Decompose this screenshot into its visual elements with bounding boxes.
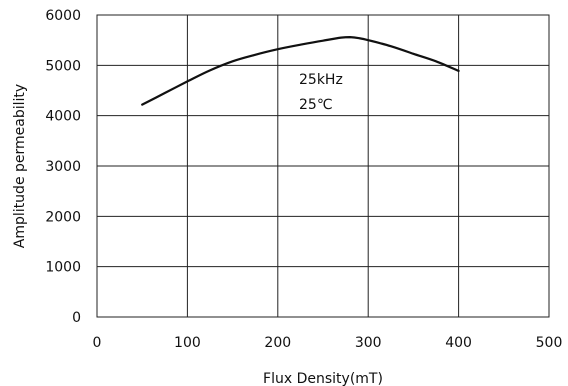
x-tick-labels: 0 100 200 300 400 500: [93, 335, 563, 351]
x-tick-label: 0: [93, 335, 102, 351]
grid-lines: [96, 14, 550, 318]
y-tick-label: 0: [72, 310, 81, 326]
y-tick-label: 4000: [45, 109, 81, 125]
plot-frame: [96, 14, 550, 318]
x-tick-label: 200: [264, 335, 291, 351]
annotation-frequency: 25kHz: [299, 72, 343, 88]
x-tick-label: 100: [174, 335, 201, 351]
annotation-temperature: 25℃: [299, 97, 333, 113]
x-tick-label: 400: [445, 335, 472, 351]
y-axis-label: Amplitude permeability: [12, 84, 28, 248]
y-tick-labels: 0 1000 2000 3000 4000 5000 6000: [45, 8, 81, 326]
y-tick-label: 6000: [45, 8, 81, 24]
y-tick-label: 5000: [45, 58, 81, 74]
y-tick-label: 3000: [45, 159, 81, 175]
x-axis-label: Flux Density(mT): [263, 371, 383, 386]
x-tick-label: 300: [355, 335, 382, 351]
x-tick-label: 500: [536, 335, 563, 351]
y-tick-label: 1000: [45, 260, 81, 276]
series-line: [141, 36, 460, 106]
y-tick-label: 2000: [45, 209, 81, 225]
